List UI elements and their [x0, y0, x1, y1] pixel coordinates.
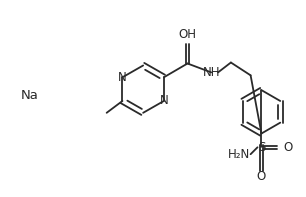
Text: N: N	[118, 71, 127, 84]
Text: N: N	[159, 95, 168, 108]
Text: NH: NH	[202, 66, 220, 79]
Text: S: S	[258, 141, 265, 154]
Text: O: O	[257, 170, 266, 183]
Text: H₂N: H₂N	[228, 148, 250, 161]
Text: OH: OH	[178, 28, 196, 41]
Text: Na: Na	[21, 88, 39, 101]
Text: O: O	[283, 141, 293, 154]
